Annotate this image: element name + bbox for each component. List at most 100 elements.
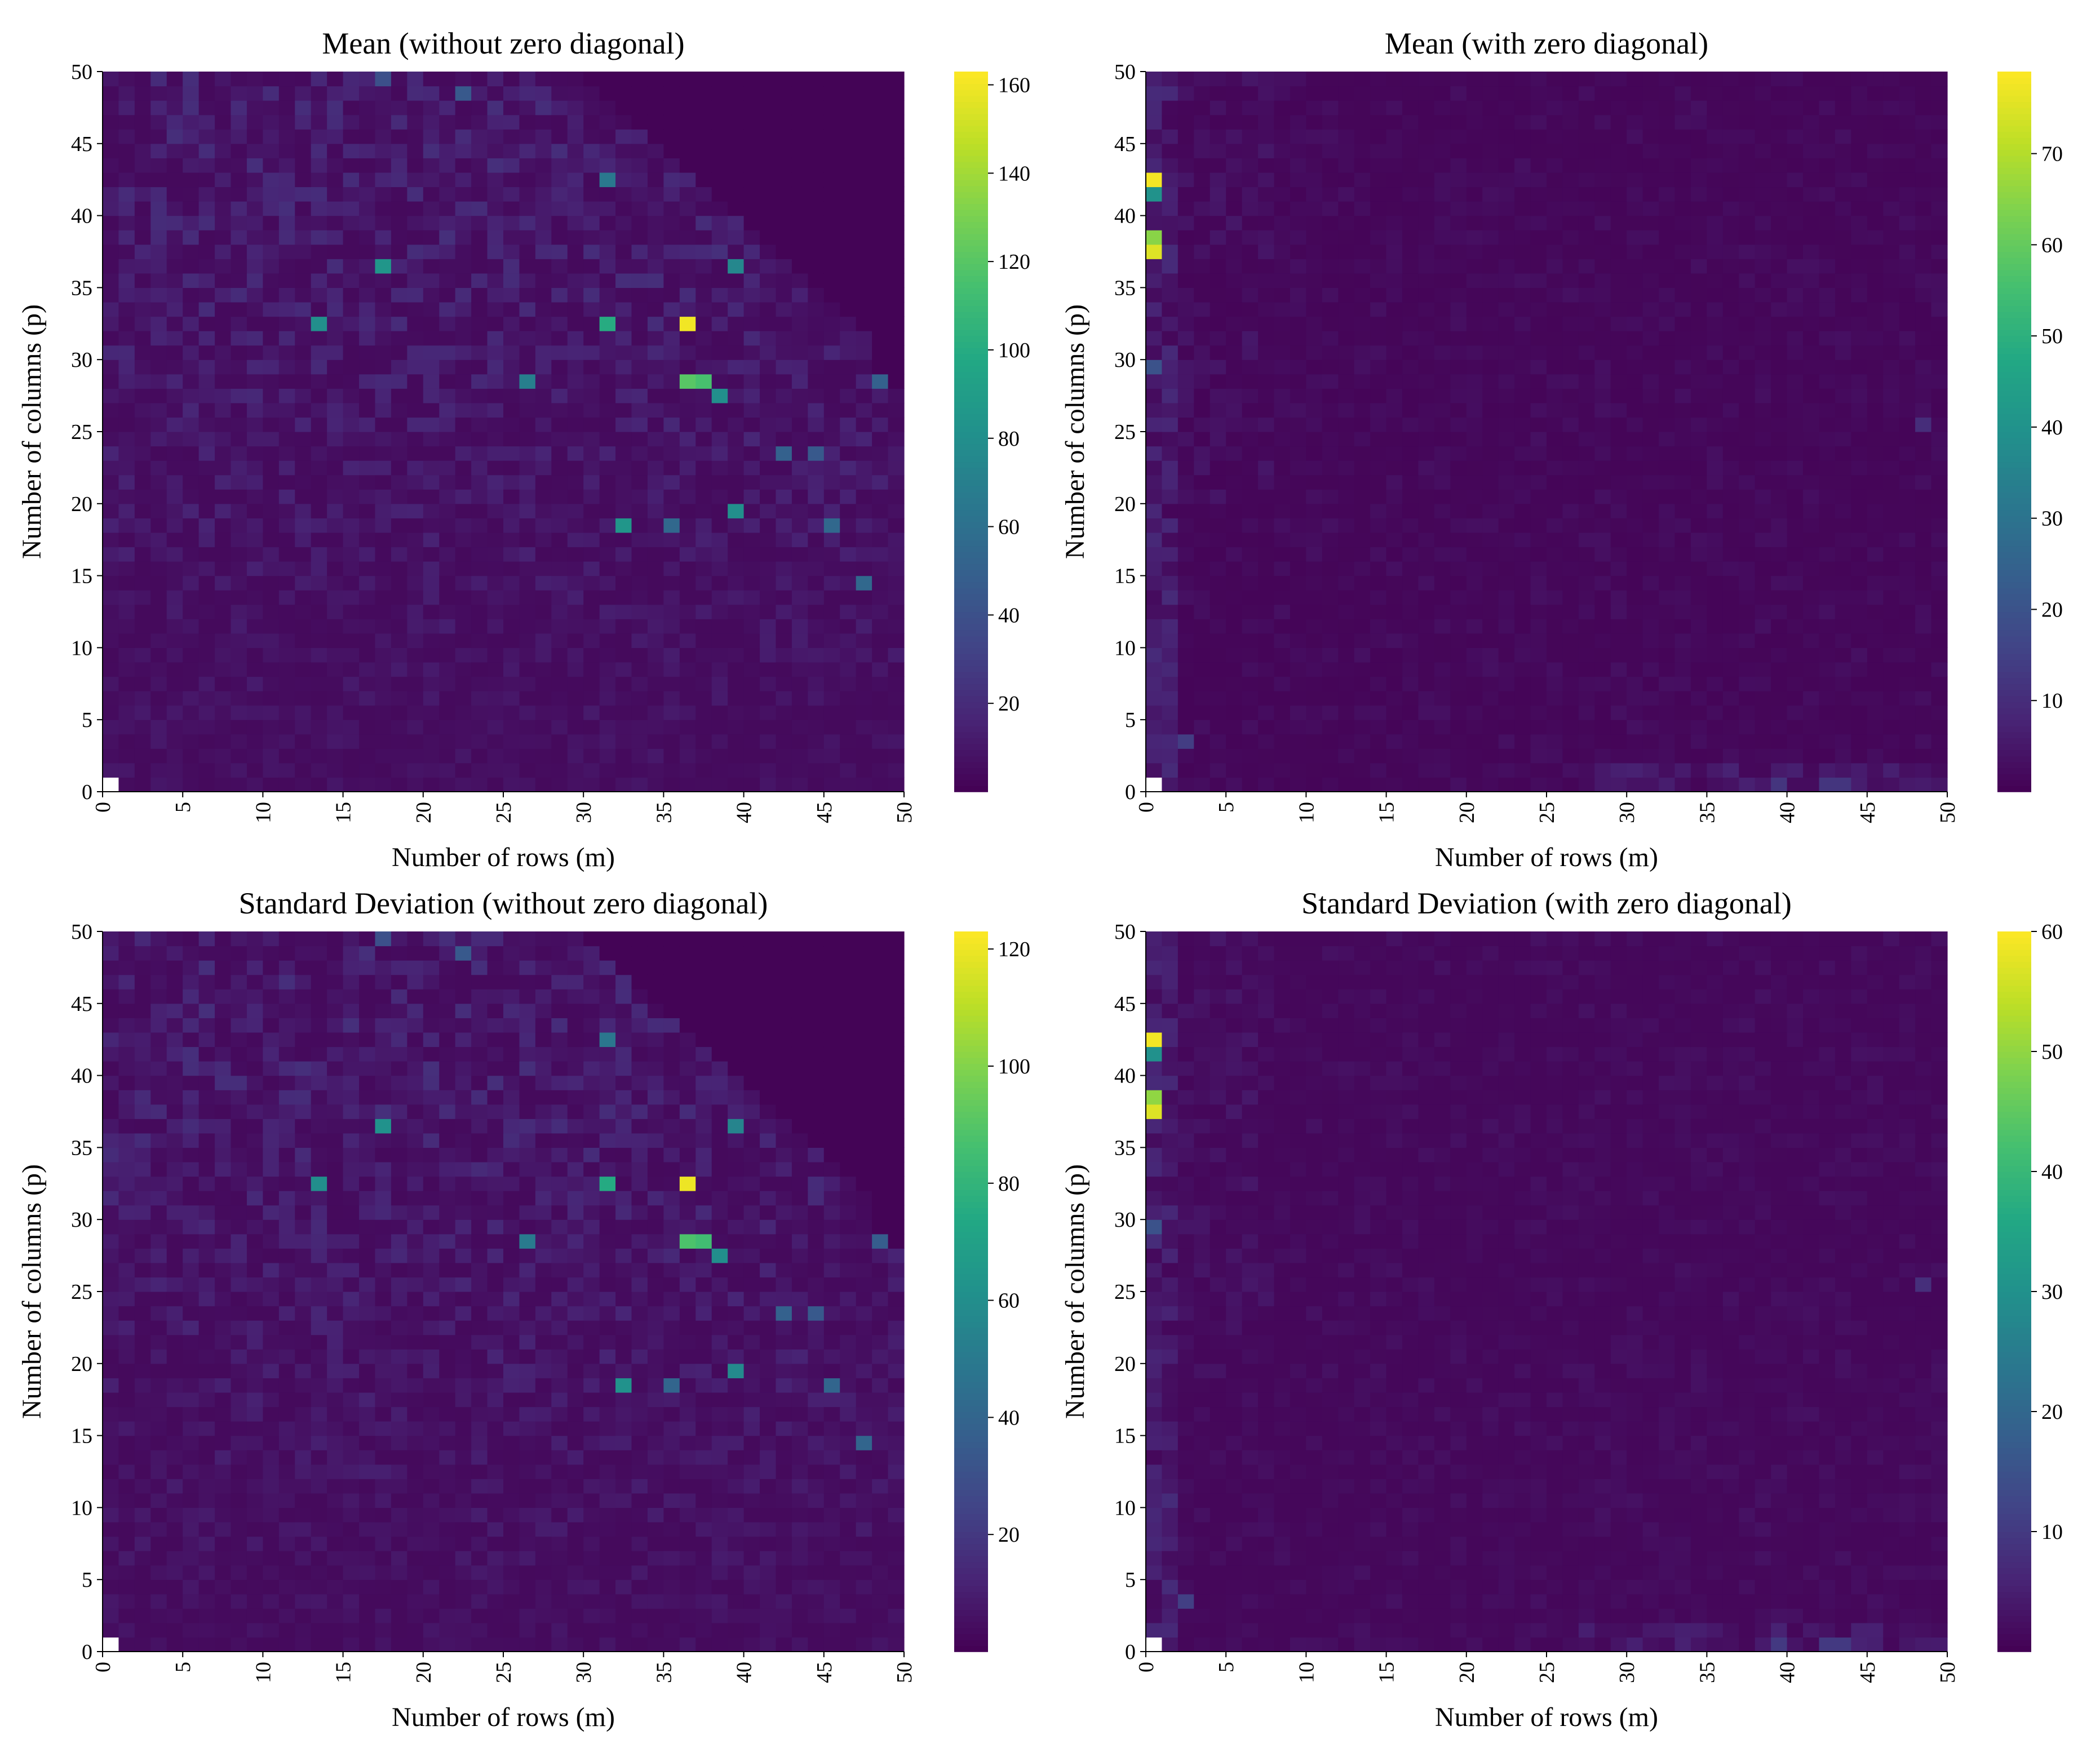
heatmap-cell — [246, 676, 263, 691]
heatmap-cell — [183, 388, 200, 403]
heatmap-cell — [1274, 388, 1291, 403]
heatmap-cell — [231, 518, 247, 533]
heatmap-cell — [1402, 374, 1419, 389]
heatmap-cell — [439, 287, 456, 303]
heatmap-cell — [1258, 287, 1275, 303]
heatmap-cell — [487, 575, 504, 591]
heatmap-cell — [776, 561, 792, 576]
heatmap-cell — [519, 432, 536, 447]
heatmap-cell — [856, 777, 872, 792]
heatmap-cell — [567, 287, 584, 303]
heatmap-cell — [1835, 619, 1851, 634]
heatmap-cell — [439, 345, 456, 360]
heatmap-cell — [711, 748, 728, 764]
heatmap-cell — [1819, 201, 1836, 216]
heatmap-cell — [1674, 287, 1691, 303]
heatmap-cell — [1787, 114, 1804, 130]
heatmap-cell — [198, 460, 215, 476]
heatmap-cell — [743, 575, 760, 591]
heatmap-cell — [599, 215, 616, 230]
heatmap-cell — [1418, 604, 1435, 619]
heatmap-cell — [215, 633, 232, 648]
heatmap-cell — [551, 158, 568, 173]
heatmap-cell — [1434, 360, 1451, 375]
heatmap-cell — [519, 201, 536, 216]
heatmap-cell — [215, 273, 232, 288]
colorbar-segment — [954, 396, 988, 402]
heatmap-cell — [134, 273, 151, 288]
heatmap-cell — [1547, 244, 1563, 259]
heatmap-cell — [1322, 705, 1339, 720]
heatmap-cell — [1771, 676, 1788, 691]
heatmap-cell — [215, 604, 232, 619]
heatmap-cell — [1402, 748, 1419, 764]
heatmap-cell — [343, 129, 360, 144]
heatmap-cell — [583, 301, 600, 317]
heatmap-cell — [1674, 86, 1691, 101]
heatmap-cell — [1322, 360, 1339, 375]
heatmap-cell — [295, 662, 312, 677]
heatmap-cell — [134, 446, 151, 461]
heatmap-cell — [776, 676, 792, 691]
heatmap-cell — [471, 402, 488, 418]
heatmap-cell — [599, 446, 616, 461]
heatmap-cell — [1530, 301, 1547, 317]
heatmap-cell — [1418, 547, 1435, 562]
heatmap-cell — [535, 676, 552, 691]
heatmap-cell — [103, 532, 119, 548]
heatmap-cell — [1274, 374, 1291, 389]
heatmap-cell — [1642, 201, 1659, 216]
heatmap-cell — [679, 633, 696, 648]
heatmap-cell — [615, 230, 632, 245]
heatmap-cell — [263, 114, 280, 130]
heatmap-cell — [1402, 691, 1419, 706]
heatmap-cell — [1674, 662, 1691, 677]
heatmap-cell — [1514, 460, 1531, 476]
heatmap-cell — [1386, 633, 1403, 648]
heatmap-cell — [1771, 460, 1788, 476]
heatmap-cell — [1322, 187, 1339, 202]
heatmap-cell — [1386, 547, 1403, 562]
heatmap-cell — [231, 691, 247, 706]
heatmap-cell — [391, 273, 407, 288]
heatmap-cell — [1226, 72, 1243, 87]
heatmap-cell — [1867, 215, 1884, 230]
heatmap-cell — [615, 143, 632, 158]
heatmap-cell — [1835, 72, 1851, 87]
heatmap-cell — [1867, 590, 1884, 605]
heatmap-cell — [567, 446, 584, 461]
heatmap-cell — [631, 374, 648, 389]
colorbar-segment — [954, 203, 988, 210]
heatmap-cell — [663, 230, 680, 245]
heatmap-cell — [1162, 518, 1179, 533]
heatmap-cell — [231, 331, 247, 346]
heatmap-cell — [1306, 432, 1323, 447]
heatmap-cell — [776, 619, 792, 634]
heatmap-cell — [198, 647, 215, 663]
heatmap-cell — [1146, 734, 1163, 749]
heatmap-cell — [1402, 489, 1419, 504]
heatmap-cell — [583, 647, 600, 663]
heatmap-cell — [1242, 547, 1259, 562]
heatmap-cell — [1659, 503, 1676, 518]
heatmap-cell — [872, 619, 889, 634]
heatmap-cell — [1867, 705, 1884, 720]
heatmap-cell — [471, 143, 488, 158]
heatmap-cell — [487, 633, 504, 648]
heatmap-cell — [198, 662, 215, 677]
heatmap-cell — [1482, 187, 1499, 202]
heatmap-cell — [631, 619, 648, 634]
heatmap-cell — [1306, 215, 1323, 230]
heatmap-cell — [791, 532, 808, 548]
heatmap-cell — [295, 575, 312, 591]
heatmap-cell — [215, 503, 232, 518]
heatmap-cell — [711, 360, 728, 375]
heatmap-cell — [647, 474, 664, 490]
heatmap-cell — [343, 114, 360, 130]
heatmap-cell — [487, 446, 504, 461]
heatmap-cell — [743, 172, 760, 188]
heatmap-cell — [599, 129, 616, 144]
heatmap-cell — [503, 748, 520, 764]
heatmap-cell — [166, 187, 183, 202]
heatmap-cell — [391, 259, 407, 274]
